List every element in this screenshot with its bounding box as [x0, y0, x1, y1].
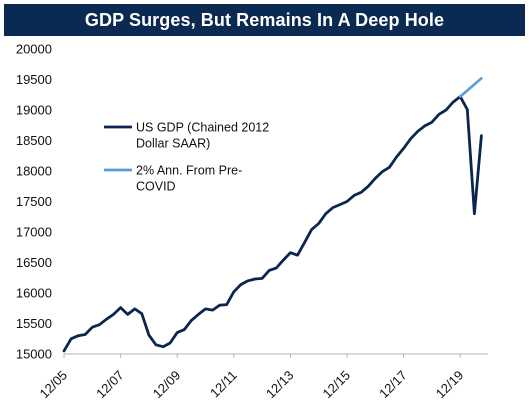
x-tick-label: 12/19 [433, 368, 467, 402]
y-tick-label: 18500 [16, 133, 52, 148]
legend-label-2pct-trend: 2% Ann. From Pre- [136, 164, 242, 178]
y-tick-label: 19500 [16, 72, 52, 87]
y-tick-label: 17000 [16, 225, 52, 240]
y-tick-label: 20000 [16, 42, 52, 57]
x-tick-label: 12/11 [207, 368, 240, 401]
y-tick-label: 16500 [16, 255, 52, 270]
y-tick-label: 15500 [16, 316, 52, 331]
x-tick-label: 12/09 [150, 368, 184, 402]
y-tick-label: 18000 [16, 164, 52, 179]
series-line-2pct-trend [458, 77, 483, 98]
chart-title: GDP Surges, But Remains In A Deep Hole [84, 9, 445, 30]
legend-label-us-gdp: US GDP (Chained 2012 [136, 121, 269, 135]
x-tick-label: 12/13 [263, 368, 297, 402]
series-line-us-gdp [62, 95, 483, 353]
y-tick-label: 15000 [16, 347, 52, 362]
x-tick-label: 12/17 [376, 368, 410, 402]
x-tick-label: 12/07 [93, 368, 127, 402]
legend-label-us-gdp: Dollar SAAR) [136, 137, 210, 151]
y-tick-label: 19000 [16, 103, 52, 118]
x-tick-label: 12/15 [320, 368, 354, 402]
legend-label-2pct-trend: COVID [136, 180, 176, 194]
y-tick-label: 16000 [16, 286, 52, 301]
title-banner: GDP Surges, But Remains In A Deep Hole [4, 4, 525, 36]
x-tick-label: 12/05 [37, 368, 71, 402]
y-tick-label: 17500 [16, 194, 52, 209]
